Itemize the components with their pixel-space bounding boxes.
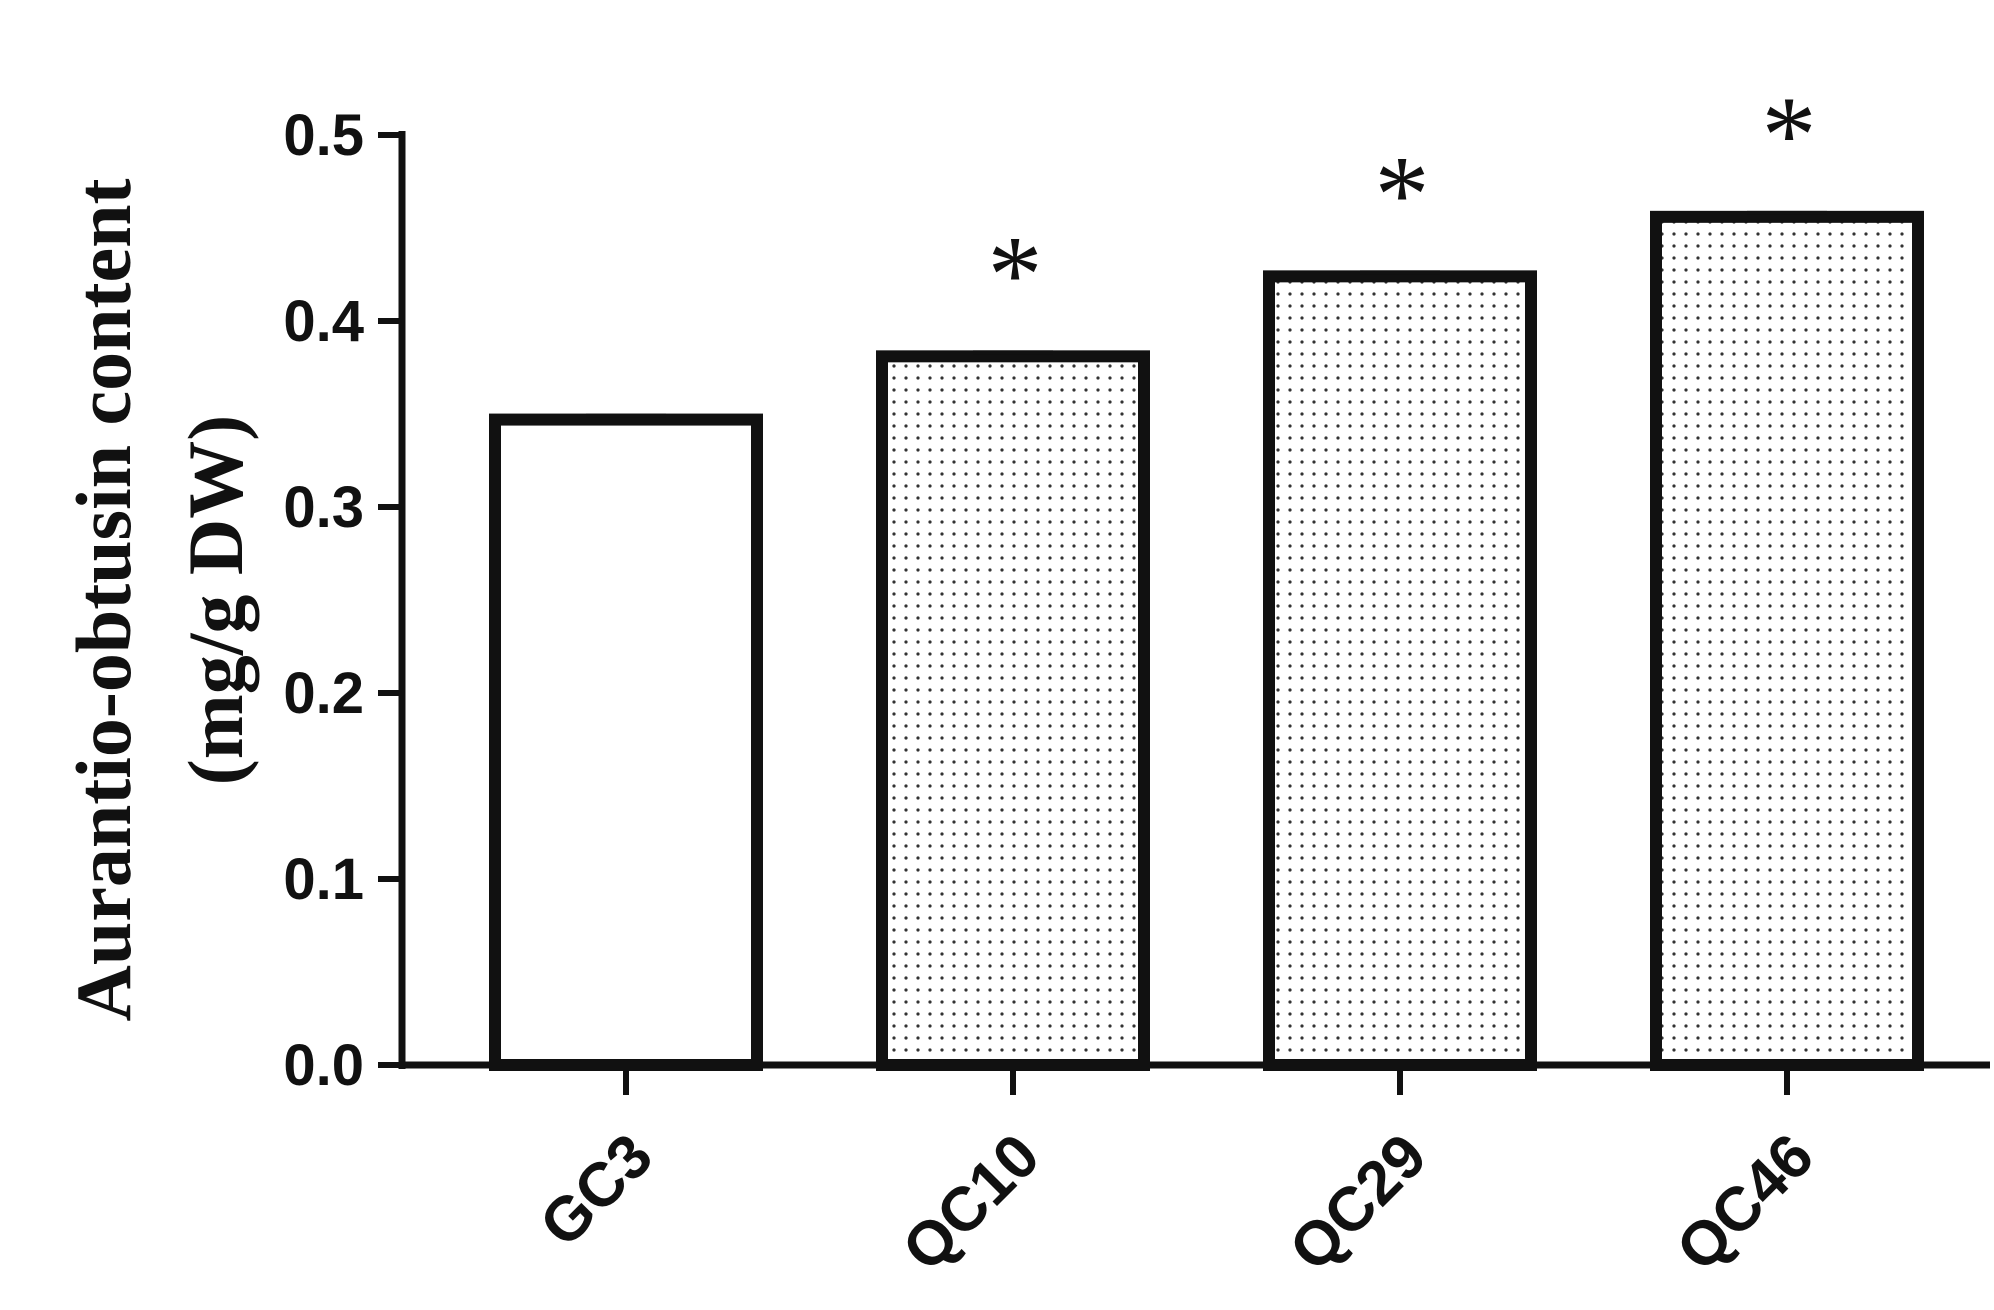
- y-ticks: 0.0 0.1 0.2 0.3 0.4 0.5: [283, 103, 402, 1098]
- bar-gc3: [489, 413, 763, 1071]
- y-tick-label: 0.2: [283, 661, 364, 726]
- y-axis-title: Aurantio-obtusin content (mg/g DW): [60, 179, 259, 1022]
- y-tick-label: 0.4: [283, 289, 364, 354]
- y-tick-label: 0.1: [283, 847, 364, 912]
- y-axis-title-line2: (mg/g DW): [172, 415, 259, 785]
- y-tick-label: 0.0: [283, 1033, 364, 1098]
- significance-asterisk: *: [1762, 74, 1817, 196]
- x-category-label: GC3: [527, 1121, 666, 1260]
- x-category-label: QC46: [1664, 1121, 1827, 1284]
- y-tick-label: 0.5: [283, 103, 364, 168]
- y-axis-title-line1: Aurantio-obtusin content: [60, 179, 147, 1022]
- significance-asterisk: *: [988, 213, 1043, 335]
- x-category-label: QC29: [1277, 1121, 1440, 1284]
- bar-qc10: [876, 350, 1150, 1071]
- x-categories: GC3 QC10 QC29 QC46: [527, 1065, 1827, 1284]
- significance-marks: * * *: [988, 74, 1817, 336]
- bar-qc46: [1650, 210, 1924, 1071]
- significance-asterisk: *: [1375, 133, 1430, 255]
- x-category-label: QC10: [890, 1121, 1053, 1284]
- bars: [489, 210, 1924, 1071]
- y-tick-label: 0.3: [283, 475, 364, 540]
- bar-qc29: [1263, 270, 1537, 1071]
